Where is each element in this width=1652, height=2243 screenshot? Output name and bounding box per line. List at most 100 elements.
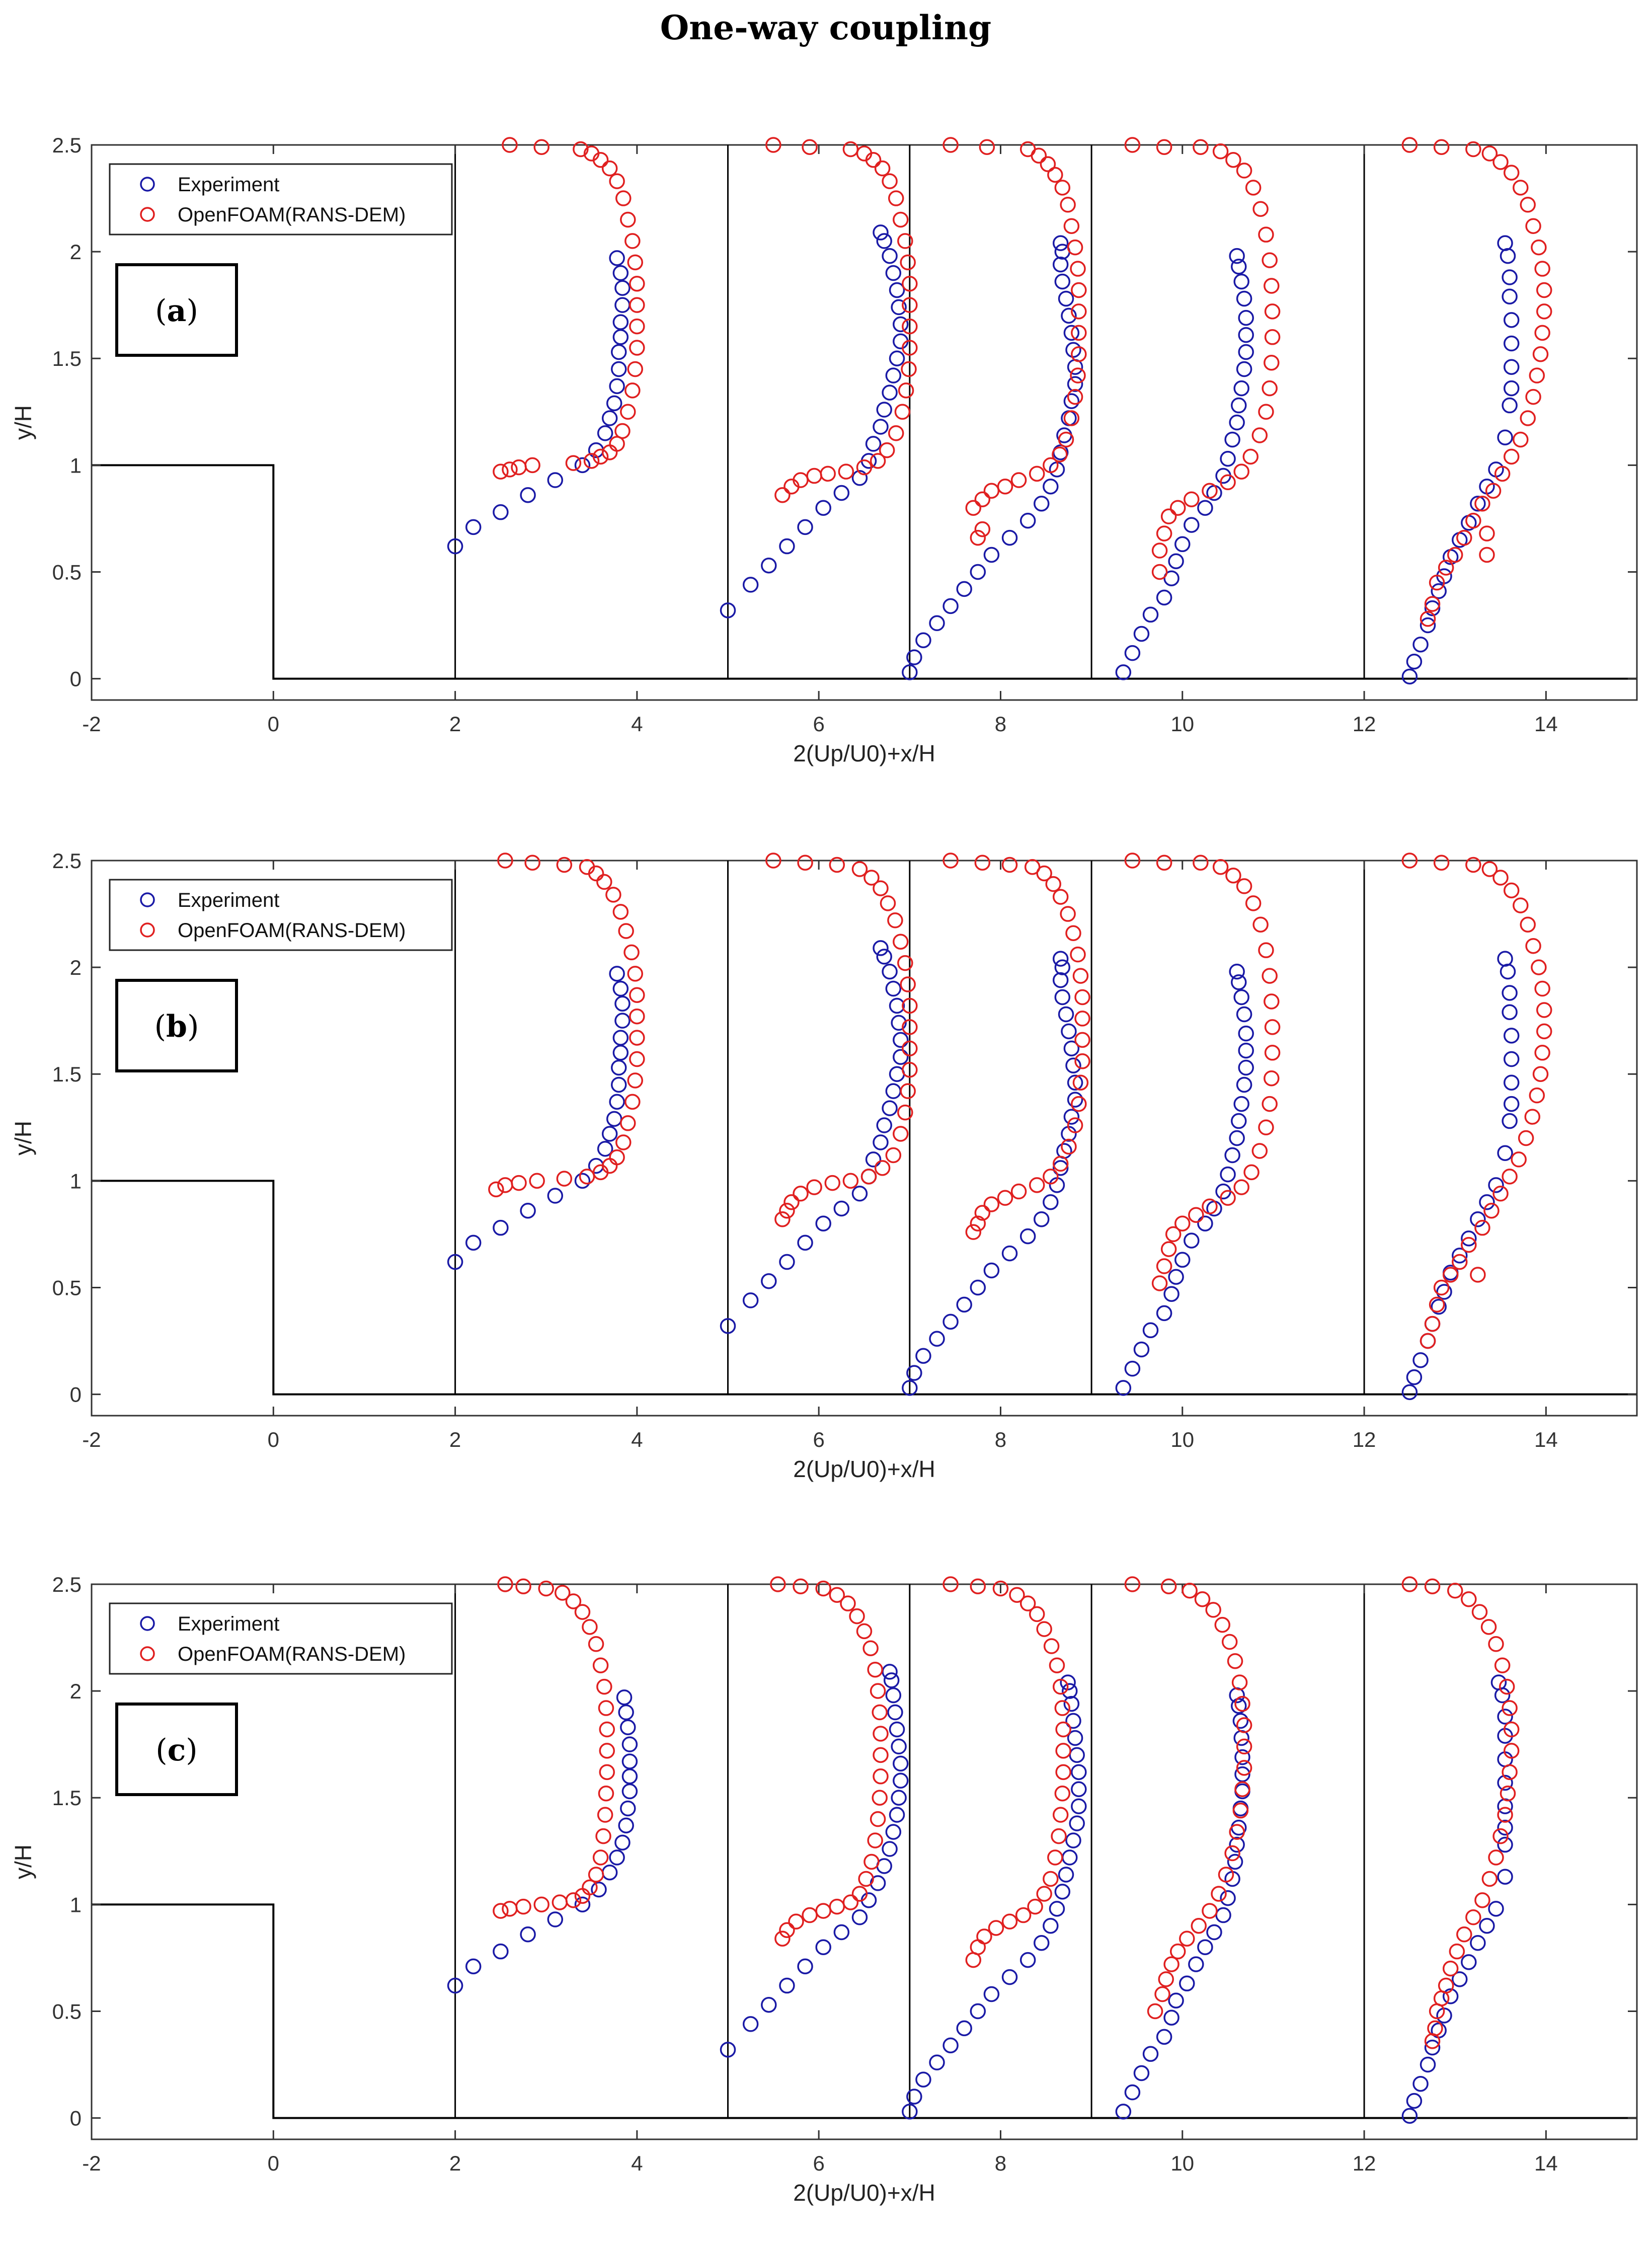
simulation-point	[1214, 1616, 1230, 1633]
experiment-point	[1503, 1074, 1520, 1091]
experiment-point	[906, 2089, 922, 2105]
experiment-point	[1019, 1228, 1036, 1245]
simulation-point	[1481, 145, 1498, 162]
experiment-point	[1436, 1284, 1452, 1300]
experiment-point	[1451, 1971, 1468, 1987]
experiment-point	[1238, 1059, 1254, 1076]
simulation-point	[1465, 141, 1481, 158]
legend-simulation-marker	[140, 922, 155, 938]
experiment-point	[720, 2042, 736, 2058]
experiment-point	[761, 1273, 777, 1289]
experiment-point	[1238, 344, 1254, 360]
simulation-point	[1252, 916, 1269, 933]
experiment-point	[611, 361, 627, 377]
simulation-point	[849, 1608, 865, 1625]
experiment-point	[1461, 1230, 1477, 1247]
experiment-point	[1497, 429, 1513, 445]
experiment-point	[851, 1909, 868, 1925]
simulation-point	[624, 1094, 641, 1110]
experiment-point	[1238, 310, 1254, 326]
x-tick-label: 10	[1170, 712, 1194, 736]
simulation-point	[797, 855, 813, 871]
experiment-point	[1168, 553, 1184, 569]
simulation-point	[1052, 1678, 1069, 1695]
experiment-point	[1061, 307, 1077, 324]
experiment-point	[1065, 1832, 1081, 1848]
experiment-point	[1133, 2065, 1150, 2081]
simulation-point	[1532, 1066, 1549, 1082]
simulation-point	[1401, 1576, 1418, 1592]
simulation-point	[1236, 1717, 1252, 1733]
simulation-point	[874, 160, 891, 177]
experiment-point	[1401, 1384, 1418, 1401]
simulation-point	[1483, 1202, 1500, 1219]
simulation-point	[1474, 1219, 1490, 1236]
legend-box	[109, 163, 453, 236]
experiment-point	[1497, 1819, 1513, 1836]
experiment-point	[1043, 1194, 1059, 1210]
experiment-point	[465, 1958, 482, 1975]
simulation-point	[1225, 867, 1241, 884]
experiment-point	[1054, 1884, 1071, 1900]
simulation-point	[893, 1126, 909, 1142]
simulation-point	[1029, 1177, 1045, 1193]
panel-label: (b)	[154, 1009, 199, 1044]
simulation-point	[1236, 1738, 1252, 1755]
simulation-point	[1513, 180, 1529, 196]
experiment-point	[1227, 1853, 1243, 1870]
experiment-point	[1197, 1939, 1213, 1955]
experiment-point	[1061, 1023, 1077, 1040]
x-tick-label: 4	[631, 712, 643, 736]
simulation-point	[1433, 1279, 1450, 1296]
simulation-point	[588, 1867, 604, 1883]
experiment-point	[1142, 1322, 1159, 1339]
experiment-point	[611, 344, 627, 360]
simulation-point	[1212, 143, 1229, 160]
experiment-point	[1424, 600, 1441, 616]
experiment-point	[520, 1926, 536, 1943]
experiment-point	[1184, 517, 1200, 533]
simulation-point	[893, 211, 909, 228]
experiment-point	[1236, 361, 1252, 377]
experiment-point	[609, 1094, 625, 1110]
experiment-point	[893, 1049, 909, 1065]
simulation-point	[1532, 346, 1549, 362]
simulation-point	[615, 1134, 632, 1150]
experiment-point	[612, 329, 629, 345]
simulation-point	[820, 466, 836, 482]
experiment-point	[1133, 1341, 1150, 1358]
experiment-point	[447, 1254, 463, 1270]
experiment-point	[1238, 1025, 1254, 1042]
simulation-point	[1225, 151, 1241, 168]
simulation-point	[902, 340, 918, 356]
experiment-point	[1229, 248, 1245, 264]
simulation-point	[1534, 980, 1550, 997]
experiment-point	[889, 1807, 905, 1823]
simulation-point	[1070, 946, 1086, 963]
experiment-point	[1062, 1849, 1078, 1866]
experiment-point	[887, 1704, 903, 1721]
experiment-point	[1156, 1305, 1172, 1322]
simulation-point	[902, 1061, 918, 1078]
simulation-point	[1438, 560, 1454, 576]
simulation-point	[1536, 1023, 1552, 1040]
experiment-point	[1063, 1695, 1080, 1712]
panel-label-box	[115, 1703, 238, 1796]
experiment-point	[1142, 2046, 1159, 2062]
simulation-point	[1492, 1828, 1509, 1844]
simulation-point	[1072, 1074, 1089, 1091]
experiment-point	[1229, 963, 1245, 980]
simulation-point	[620, 211, 636, 228]
simulation-point	[1009, 1587, 1025, 1603]
simulation-point	[902, 318, 918, 335]
simulation-point	[629, 297, 645, 313]
experiment-point	[893, 1772, 909, 1789]
experiment-point	[1231, 1113, 1247, 1129]
experiment-point	[742, 2016, 759, 2032]
experiment-point	[1406, 653, 1423, 670]
simulation-point	[1072, 968, 1089, 984]
experiment-point	[970, 564, 986, 580]
experiment-point	[865, 1151, 882, 1168]
simulation-point	[1520, 916, 1536, 933]
simulation-point	[1264, 1019, 1281, 1035]
